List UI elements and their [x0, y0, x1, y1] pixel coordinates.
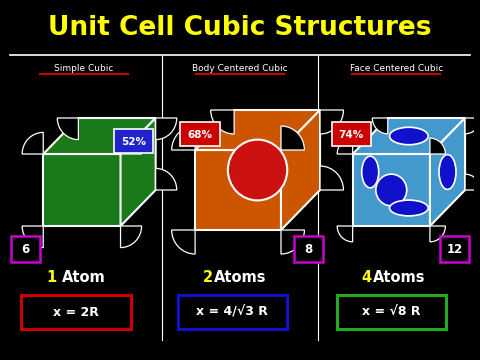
Text: Face Centered Cubic: Face Centered Cubic [349, 63, 443, 72]
Text: Atom: Atom [62, 270, 106, 285]
Wedge shape [211, 110, 234, 134]
Polygon shape [43, 154, 120, 226]
Ellipse shape [390, 127, 428, 145]
Wedge shape [430, 226, 445, 242]
Text: 52%: 52% [121, 137, 146, 147]
Wedge shape [281, 230, 304, 254]
FancyBboxPatch shape [178, 295, 287, 329]
Text: Body Centered Cubic: Body Centered Cubic [192, 63, 288, 72]
Text: Atoms: Atoms [214, 270, 266, 285]
Polygon shape [430, 118, 465, 226]
Wedge shape [465, 118, 480, 134]
Text: 6: 6 [21, 243, 29, 256]
Text: Simple Cubic: Simple Cubic [54, 63, 114, 72]
Wedge shape [337, 138, 353, 154]
Text: 68%: 68% [188, 130, 213, 140]
FancyBboxPatch shape [294, 236, 323, 262]
Text: 12: 12 [446, 243, 463, 256]
Wedge shape [372, 118, 388, 134]
Text: x = 4/√3 R: x = 4/√3 R [196, 306, 268, 319]
Wedge shape [120, 226, 142, 248]
Wedge shape [320, 110, 344, 134]
Wedge shape [57, 118, 78, 140]
Wedge shape [22, 226, 43, 248]
FancyBboxPatch shape [22, 295, 131, 329]
Circle shape [228, 140, 287, 201]
Wedge shape [320, 166, 344, 190]
Text: 8: 8 [304, 243, 312, 256]
FancyBboxPatch shape [336, 295, 446, 329]
FancyBboxPatch shape [440, 236, 469, 262]
Ellipse shape [362, 156, 379, 188]
Wedge shape [172, 230, 195, 254]
Polygon shape [120, 118, 156, 226]
Wedge shape [120, 132, 142, 154]
Polygon shape [353, 154, 430, 226]
Text: x = √8 R: x = √8 R [362, 306, 420, 319]
FancyBboxPatch shape [114, 129, 153, 153]
Wedge shape [22, 132, 43, 154]
FancyBboxPatch shape [180, 122, 219, 146]
Text: Unit Cell Cubic Structures: Unit Cell Cubic Structures [48, 15, 432, 41]
FancyBboxPatch shape [332, 122, 371, 146]
Polygon shape [195, 110, 320, 150]
Text: 74%: 74% [339, 130, 364, 140]
Wedge shape [465, 174, 480, 190]
Text: 4: 4 [362, 270, 372, 285]
Polygon shape [43, 118, 156, 154]
Wedge shape [156, 118, 177, 140]
Polygon shape [195, 150, 281, 230]
Text: Atoms: Atoms [373, 270, 425, 285]
Polygon shape [281, 110, 320, 230]
Wedge shape [430, 138, 445, 154]
Wedge shape [156, 168, 177, 190]
Text: 2: 2 [203, 270, 213, 285]
Text: 1: 1 [47, 270, 57, 285]
Ellipse shape [439, 154, 456, 189]
Text: x = 2R: x = 2R [53, 306, 99, 319]
FancyBboxPatch shape [11, 236, 40, 262]
Ellipse shape [390, 200, 428, 216]
Wedge shape [172, 126, 195, 150]
Circle shape [376, 174, 407, 206]
Wedge shape [337, 226, 353, 242]
Wedge shape [281, 126, 304, 150]
Polygon shape [353, 118, 465, 154]
